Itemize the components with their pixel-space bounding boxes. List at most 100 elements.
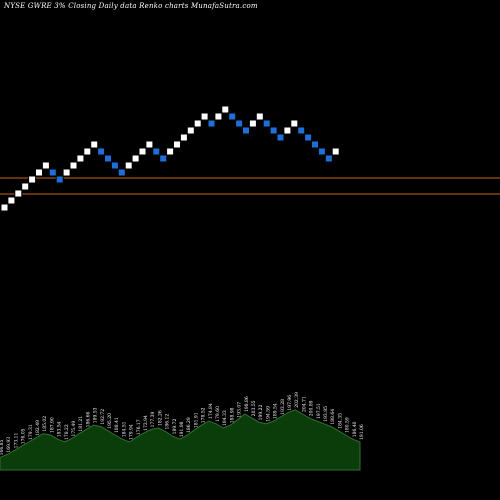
price-label: 204.71 xyxy=(301,396,307,412)
price-label: 189.54 xyxy=(273,403,279,419)
price-label: 176.17 xyxy=(136,419,142,435)
reference-lines xyxy=(0,177,500,195)
renko-brick-down xyxy=(311,140,319,149)
renko-brick-up xyxy=(186,126,195,135)
price-label: 182.49 xyxy=(35,420,41,436)
renko-brick-up xyxy=(331,147,340,156)
price-label: 181.21 xyxy=(78,416,84,432)
price-label: 178.52 xyxy=(201,407,207,423)
price-label: 173.11 xyxy=(13,433,19,449)
renko-brick-up xyxy=(166,147,175,156)
renko-brick-down xyxy=(159,154,168,163)
renko-brick-down xyxy=(97,147,106,156)
renko-brick-up xyxy=(90,140,99,149)
renko-brick-down xyxy=(262,119,271,128)
renko-brick-up xyxy=(173,140,181,149)
renko-brick-up xyxy=(283,126,292,135)
price-label: 185.02 xyxy=(42,416,48,432)
price-label: 197.96 xyxy=(287,395,293,411)
renko-brick-up xyxy=(200,112,209,121)
renko-brick-up xyxy=(248,119,257,128)
price-label: 184.35 xyxy=(337,413,343,429)
price-label: 181.91 xyxy=(193,412,199,428)
chart-title: NYSE GWRE 3% Closing Daily data Renko ch… xyxy=(4,2,258,10)
renko-brick-up xyxy=(214,112,223,121)
renko-brick-down xyxy=(269,126,278,135)
price-label: 180.59 xyxy=(345,417,351,433)
renko-brick-down xyxy=(304,133,313,142)
renko-brick-down xyxy=(207,119,216,128)
renko-brick-down xyxy=(317,147,326,156)
renko-brick-up xyxy=(138,147,147,156)
renko-brick-down xyxy=(276,133,285,142)
renko-brick-up xyxy=(21,182,30,191)
price-label: 189.72 xyxy=(172,419,178,435)
price-label: 200.89 xyxy=(309,400,315,416)
price-label: 178.22 xyxy=(64,424,70,440)
price-label: 188.64 xyxy=(330,409,336,425)
renko-brick-up xyxy=(255,112,264,121)
renko-brick-down xyxy=(242,126,250,135)
renko-brick-up xyxy=(28,175,37,184)
renko-brick-up xyxy=(221,105,230,114)
price-label: 174.84 xyxy=(208,403,214,419)
renko-brick-up xyxy=(0,203,9,212)
price-label: 169.93 xyxy=(6,437,12,453)
price-label: 198.86 xyxy=(244,396,250,412)
price-label: 186.29 xyxy=(186,417,192,433)
price-label: 192.72 xyxy=(100,409,106,425)
price-label: 166.85 xyxy=(0,440,5,456)
price-label: 172.94 xyxy=(143,415,149,431)
renko-brick-down xyxy=(55,175,64,184)
renko-brick-up xyxy=(290,119,299,128)
renko-brick-down xyxy=(110,161,119,170)
renko-brick-up xyxy=(14,189,23,198)
price-label: 187.90 xyxy=(49,417,55,433)
volume-area-shape xyxy=(0,409,361,471)
renko-brick-down xyxy=(117,168,126,177)
price-label: 193.85 xyxy=(323,406,329,422)
price-label: 191.98 xyxy=(179,421,185,437)
price-label: 191.06 xyxy=(359,424,365,440)
renko-brick-up xyxy=(76,154,85,163)
price-label: 195.20 xyxy=(107,413,113,429)
price-label: 188.41 xyxy=(114,417,120,433)
renko-brick-down xyxy=(324,154,333,163)
price-labels: 166.85 169.93 173.11 176.05 179.31 182.49 185.… xyxy=(0,392,365,455)
renko-brick-down xyxy=(228,112,237,121)
price-label: 202.39 xyxy=(294,392,300,408)
renko-brick-down xyxy=(152,147,161,156)
price-label: 183.54 xyxy=(57,421,63,437)
price-label: 186.40 xyxy=(352,421,358,437)
renko-brick-up xyxy=(193,119,202,128)
renko-brick-down xyxy=(104,154,112,163)
price-label: 186.66 xyxy=(85,412,91,428)
price-label: 203.55 xyxy=(251,400,257,416)
price-label: 182.26 xyxy=(157,410,163,426)
volume-area xyxy=(0,409,361,471)
price-label: 179.60 xyxy=(215,406,221,422)
price-label: 199.22 xyxy=(258,405,264,421)
price-label: 175.49 xyxy=(71,421,77,437)
price-label: 194.59 xyxy=(265,406,271,422)
price-label: 179.94 xyxy=(129,424,135,440)
renko-brick-up xyxy=(7,196,16,205)
renko-brick-up xyxy=(179,133,188,142)
renko-brick-up xyxy=(35,168,43,177)
renko-brick-down xyxy=(48,168,57,177)
price-label: 179.31 xyxy=(28,424,34,440)
renko-brick-up xyxy=(62,168,71,177)
renko-bricks xyxy=(0,105,340,212)
price-label: 184.33 xyxy=(222,410,228,426)
price-label: 197.51 xyxy=(316,403,322,419)
price-label: 186.12 xyxy=(165,414,171,430)
renko-brick-down xyxy=(297,126,306,135)
price-label: 189.53 xyxy=(93,407,99,423)
price-label: 176.05 xyxy=(21,428,27,444)
renko-brick-up xyxy=(124,161,133,170)
renko-brick-up xyxy=(131,154,140,163)
price-label: 188.98 xyxy=(229,407,235,423)
price-label: 184.51 xyxy=(121,421,127,437)
renko-brick-up xyxy=(41,161,50,170)
